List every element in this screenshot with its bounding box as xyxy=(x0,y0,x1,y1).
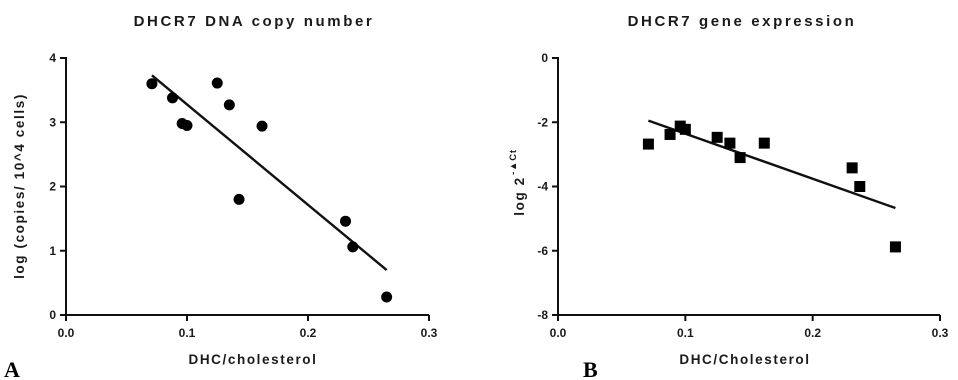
panel-b-data-point xyxy=(711,131,723,143)
panel-b-chart: DHCR7 gene expression log 2 -▲Ct DHC/Cho… xyxy=(508,13,949,380)
panel-b-data-point xyxy=(734,152,746,164)
panel-b-data-point xyxy=(679,123,691,135)
panel-a-data-point xyxy=(211,77,223,89)
panel-a-data-point xyxy=(181,119,193,131)
panel-b-y-tick-label: -6 xyxy=(537,244,548,258)
panel-a-data-point xyxy=(166,92,178,104)
panel-a-data-point xyxy=(146,78,158,90)
panel-a-regression-line xyxy=(151,74,388,271)
panel-a-y-tick-label: 1 xyxy=(49,244,56,258)
panel-b-x-tick-label: 0.3 xyxy=(932,326,949,340)
panel-b-y-axis-label: log 2 -▲Ct xyxy=(508,149,527,216)
panel-b-x-tick-label: 0.2 xyxy=(804,326,821,340)
panel-b-data-point xyxy=(724,137,736,149)
panel-a-data-point xyxy=(256,120,268,132)
panel-b-data-point xyxy=(889,241,901,253)
panel-a-y-tick-label: 3 xyxy=(49,115,56,129)
panel-b-y-tick-label: 0 xyxy=(541,51,548,65)
panel-b-y-tick-label: -2 xyxy=(537,115,548,129)
panel-a-title: DHCR7 DNA copy number xyxy=(134,13,375,30)
panel-b-label: B xyxy=(583,357,598,380)
panel-b-data-point xyxy=(854,181,866,192)
panel-a-data-point xyxy=(347,241,359,253)
panel-a-x-tick-label: 0.1 xyxy=(179,326,196,340)
panel-a-chart: DHCR7 DNA copy number log (copies/ 10^4 … xyxy=(4,13,438,380)
panel-b-y-axis-label-main: log 2 xyxy=(512,176,527,216)
panel-a-data-point xyxy=(381,291,393,303)
panel-b-regression-line xyxy=(648,119,896,210)
panel-a-y-tick-label: 0 xyxy=(49,308,56,322)
panel-a-x-tick-label: 0.2 xyxy=(300,326,317,340)
panel-a-data-point xyxy=(223,99,235,111)
panel-a-data-point xyxy=(340,215,352,227)
panel-b-x-axis-label: DHC/Cholesterol xyxy=(679,352,810,367)
panel-b-data-point xyxy=(664,128,676,140)
panel-b-data-point xyxy=(642,138,654,150)
panel-b-data-point xyxy=(846,162,858,174)
panel-b-data-point xyxy=(758,137,770,149)
panel-b-x-tick-label: 0.1 xyxy=(677,326,694,340)
panel-a-y-axis-label: log (copies/ 10^4 cells) xyxy=(12,93,27,279)
panel-b-y-tick-label: -4 xyxy=(537,180,548,194)
panel-b-x-tick-label: 0.0 xyxy=(550,326,567,340)
panel-b-title: DHCR7 gene expression xyxy=(628,13,857,30)
panel-a-label: A xyxy=(4,357,20,380)
panel-a-y-tick-label: 4 xyxy=(49,51,56,65)
panel-a-x-tick-label: 0.0 xyxy=(58,326,75,340)
panel-b-y-axis-label-superscript: -▲Ct xyxy=(508,149,519,175)
panel-a-y-tick-label: 2 xyxy=(49,180,56,194)
panel-b-y-tick-label: -8 xyxy=(537,308,548,322)
panel-a-x-axis-label: DHC/cholesterol xyxy=(188,352,317,367)
panel-a-x-tick-label: 0.3 xyxy=(421,326,438,340)
panel-a-data-point xyxy=(233,193,245,205)
